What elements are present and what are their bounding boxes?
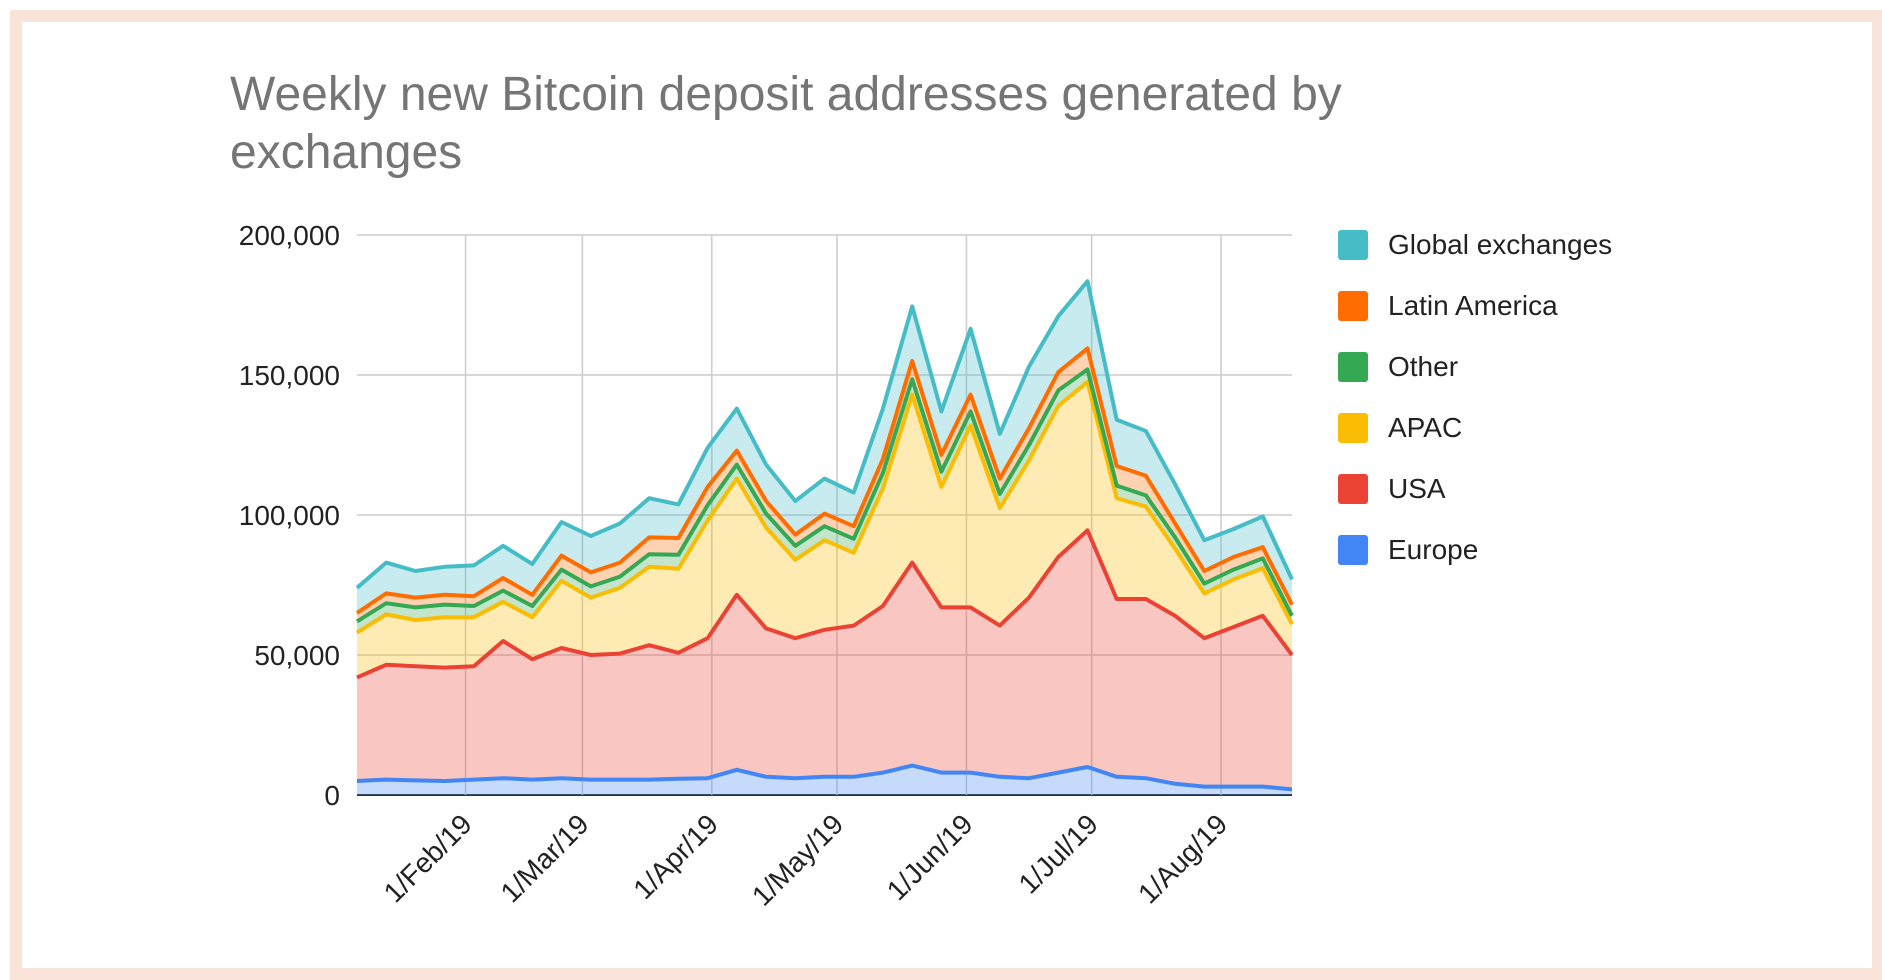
x-tick-label: 1/Jun/19 bbox=[881, 808, 979, 906]
line-global-exchanges bbox=[355, 279, 1294, 590]
chart-title: Weekly new Bitcoin deposit addresses gen… bbox=[230, 68, 1342, 179]
legend-label: Latin America bbox=[1388, 289, 1558, 321]
legend-swatch bbox=[1338, 229, 1368, 260]
x-tick-label: 1/Apr/19 bbox=[627, 808, 724, 905]
legend-label: USA bbox=[1388, 472, 1446, 504]
x-tick-label: 1/Aug/19 bbox=[1132, 808, 1233, 909]
x-tick-label: 1/Jul/19 bbox=[1013, 808, 1104, 899]
legend-item-apac: APAC bbox=[1338, 397, 1612, 458]
area-usa bbox=[357, 530, 1292, 790]
legend-item-latin-america: Latin America bbox=[1338, 275, 1612, 336]
legend-swatch bbox=[1338, 412, 1368, 443]
line-europe bbox=[356, 763, 1293, 792]
line-usa bbox=[356, 528, 1294, 680]
chart-legend: Global exchanges Latin America Other APAC US… bbox=[1338, 214, 1612, 580]
y-tick-label: 0 bbox=[324, 780, 340, 811]
legend-item-other: Other bbox=[1338, 336, 1612, 397]
x-tick-label: 1/Feb/19 bbox=[378, 808, 478, 908]
y-tick-label: 100,000 bbox=[239, 500, 340, 531]
line-apac bbox=[355, 380, 1294, 635]
legend-label: Europe bbox=[1388, 533, 1479, 565]
y-tick-label: 150,000 bbox=[239, 360, 340, 391]
area-global-exchanges bbox=[357, 281, 1292, 613]
legend-label: Other bbox=[1388, 350, 1459, 382]
line-latin-america bbox=[355, 346, 1294, 615]
area-apac bbox=[357, 382, 1292, 678]
legend-label: APAC bbox=[1388, 411, 1463, 443]
legend-label: Global exchanges bbox=[1388, 228, 1613, 260]
line-other bbox=[355, 367, 1294, 624]
legend-swatch bbox=[1338, 473, 1368, 504]
legend-item-usa: USA bbox=[1338, 458, 1612, 519]
legend-item-europe: Europe bbox=[1338, 519, 1612, 580]
y-tick-label: 50,000 bbox=[254, 640, 340, 671]
legend-swatch bbox=[1338, 534, 1368, 565]
y-tick-label: 200,000 bbox=[239, 220, 340, 251]
x-tick-label: 1/May/19 bbox=[746, 808, 849, 911]
legend-swatch bbox=[1338, 290, 1368, 321]
x-tick-label: 1/Mar/19 bbox=[495, 808, 595, 908]
legend-item-global-exchanges: Global exchanges bbox=[1338, 214, 1612, 275]
legend-swatch bbox=[1338, 351, 1368, 382]
